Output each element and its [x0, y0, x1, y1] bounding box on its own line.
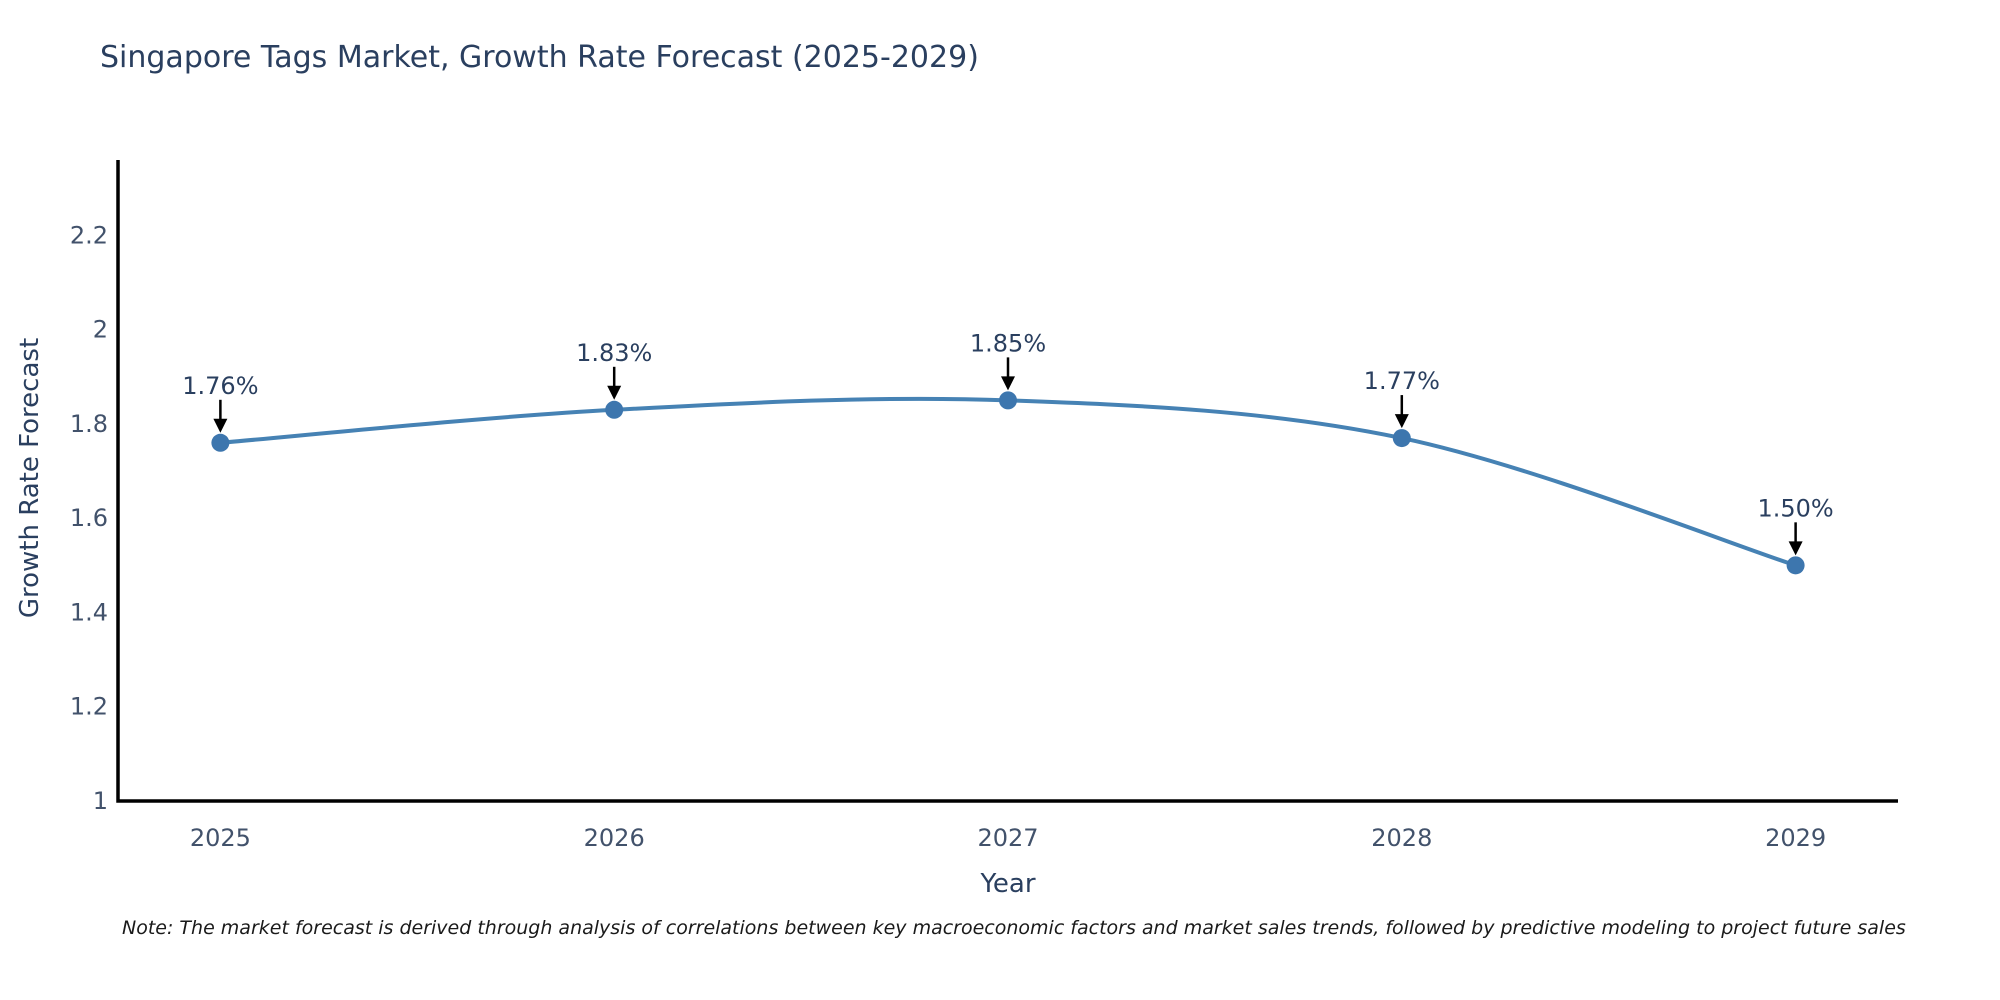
data-point-2025[interactable] [211, 433, 230, 452]
y-tick-label: 1.8 [70, 410, 108, 438]
annotation-label: 1.50% [1757, 494, 1833, 522]
data-point-2026[interactable] [605, 400, 624, 419]
point-annotations: 1.76% 1.83% 1.85% 1.77% 1.50% [182, 329, 1834, 556]
y-tick-label: 2 [93, 316, 108, 344]
data-points [211, 391, 1805, 575]
x-tick-label: 2026 [584, 824, 645, 852]
annotation-arrowhead-icon [1394, 414, 1409, 429]
x-tick-label: 2028 [1371, 824, 1432, 852]
x-axis-tick-labels: 2025 2026 2027 2028 2029 [190, 824, 1826, 852]
data-point-2029[interactable] [1786, 556, 1805, 575]
y-tick-label: 1.4 [70, 598, 108, 626]
axis-lines [116, 160, 1898, 803]
y-tick-label: 1 [93, 787, 108, 815]
x-tick-label: 2027 [977, 824, 1038, 852]
x-tick-label: 2025 [190, 824, 251, 852]
annotation-arrowhead-icon [1788, 541, 1803, 556]
annotation-label: 1.85% [970, 329, 1046, 357]
annotation-label: 1.77% [1364, 367, 1440, 395]
x-tick-label: 2029 [1765, 824, 1826, 852]
y-tick-label: 1.2 [70, 693, 108, 721]
y-tick-label: 2.2 [70, 221, 108, 249]
annotation-arrowhead-icon [1001, 376, 1015, 391]
x-axis-title: Year [979, 869, 1035, 899]
annotation-label: 1.76% [182, 372, 258, 400]
footnote: Note: The market forecast is derived thr… [122, 917, 1906, 939]
data-point-2028[interactable] [1392, 429, 1411, 448]
chart-title: Singapore Tags Market, Growth Rate Forec… [100, 40, 979, 75]
series-line [220, 396, 1797, 568]
y-tick-label: 1.6 [70, 504, 108, 532]
annotation-arrowhead-icon [213, 418, 228, 433]
y-axis-title: Growth Rate Forecast [15, 338, 45, 618]
y-axis-tick-labels: 1 1.2 1.4 1.6 1.8 2 2.2 [70, 221, 108, 815]
annotation-label: 1.83% [576, 339, 652, 367]
data-point-2027[interactable] [999, 391, 1017, 410]
annotation-arrowhead-icon [607, 385, 622, 400]
